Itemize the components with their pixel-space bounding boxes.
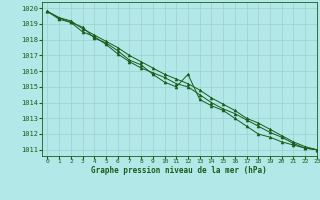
X-axis label: Graphe pression niveau de la mer (hPa): Graphe pression niveau de la mer (hPa) bbox=[91, 166, 267, 175]
